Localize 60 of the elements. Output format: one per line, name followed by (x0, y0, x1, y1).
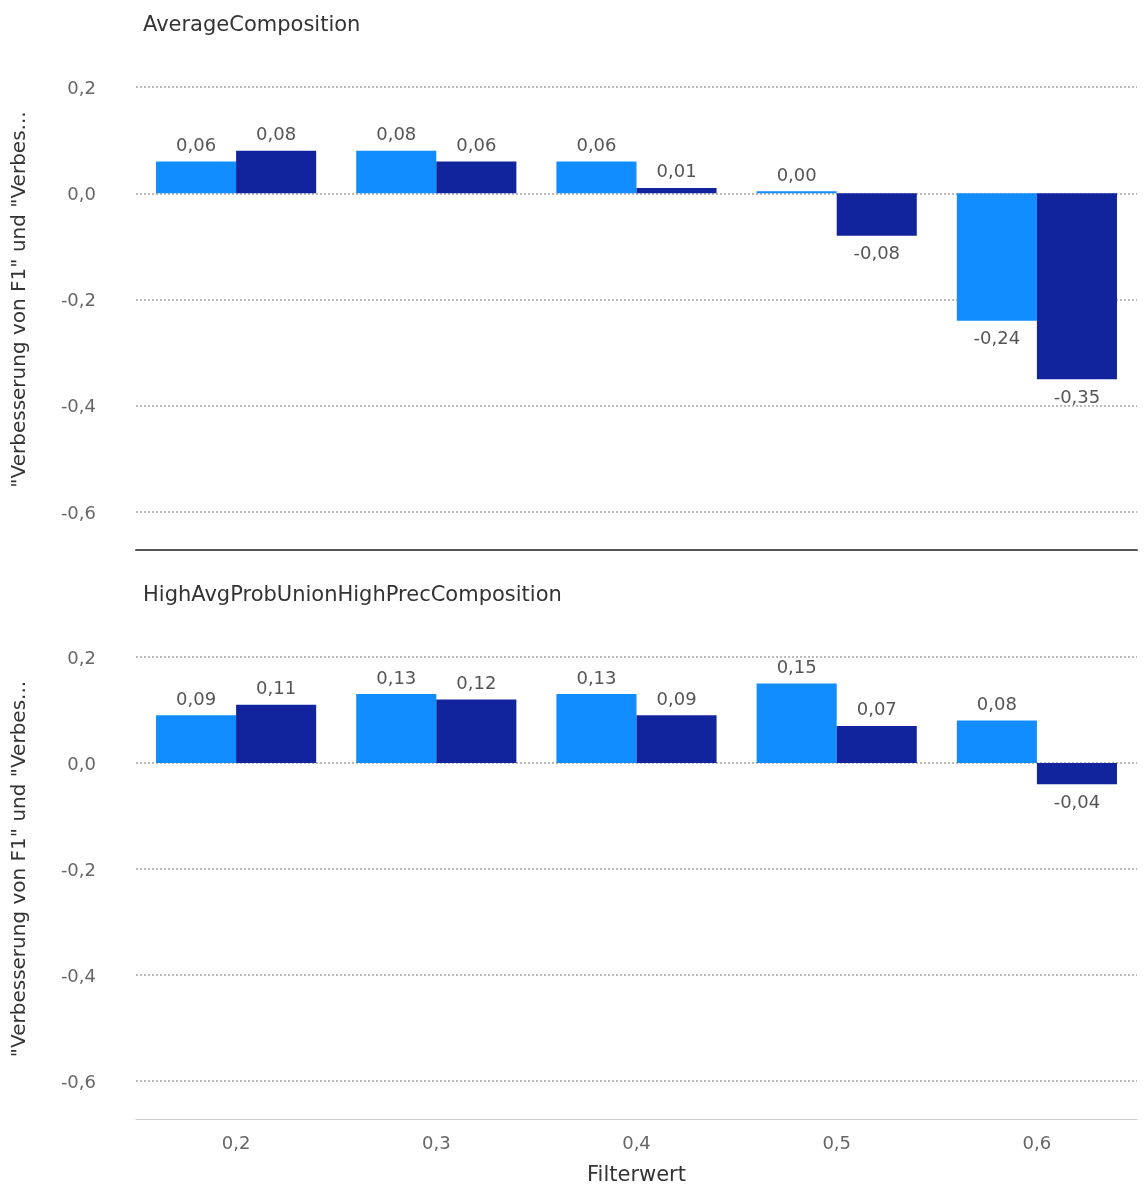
data-label: -0,08 (853, 242, 901, 264)
x-tick-label: 0,6 (1022, 1131, 1052, 1153)
data-label: 0,07 (856, 698, 897, 720)
data-label: 0,06 (576, 133, 617, 155)
bar (836, 725, 917, 763)
bar (556, 161, 637, 194)
chart-title: HighAvgProbUnionHighPrecComposition (143, 581, 562, 606)
y-tick-label: 0,0 (67, 752, 96, 774)
data-label: 0,09 (656, 687, 697, 709)
bar (956, 720, 1037, 763)
bar (436, 161, 517, 194)
data-label: 0,00 (776, 163, 817, 185)
y-tick-label: -0,2 (60, 858, 96, 880)
bar (756, 191, 837, 194)
bar (236, 150, 317, 194)
data-label: 0,11 (256, 677, 297, 699)
bar (156, 715, 237, 763)
bar (956, 193, 1037, 321)
data-label: -0,24 (973, 327, 1021, 349)
bar (436, 699, 517, 763)
data-label: 0,06 (456, 133, 497, 155)
y-tick-label: -0,4 (60, 964, 96, 986)
x-tick-label: 0,4 (622, 1131, 651, 1153)
bar (756, 683, 837, 763)
y-tick-label: -0,2 (60, 289, 96, 310)
data-label: 0,15 (776, 656, 817, 677)
y-tick-label: -0,6 (60, 1070, 96, 1092)
x-axis-title: Filterwert (587, 1161, 686, 1186)
y-tick-label: -0,4 (60, 395, 96, 417)
bar (1036, 193, 1117, 380)
bar (236, 704, 317, 763)
bar (636, 187, 717, 194)
chart-title: AverageComposition (143, 11, 361, 36)
bar (1036, 763, 1117, 785)
x-tick-label: 0,3 (421, 1131, 451, 1153)
bar (636, 715, 717, 763)
y-tick-label: 0,2 (67, 76, 96, 98)
x-tick-label: 0,5 (822, 1131, 852, 1153)
data-label: -0,04 (1053, 790, 1101, 812)
bar (556, 694, 637, 763)
y-axis-title: "Verbesserung von F1" und "Verbes... (6, 680, 30, 1058)
data-label: 0,06 (176, 133, 217, 155)
data-label: 0,13 (576, 666, 617, 688)
x-tick-label: 0,2 (221, 1131, 251, 1153)
bar (356, 694, 437, 763)
bar (156, 161, 237, 194)
data-label: 0,13 (376, 666, 417, 688)
data-label: -0,35 (1053, 385, 1101, 407)
data-label: 0,09 (176, 687, 217, 709)
data-label: 0,08 (376, 123, 417, 145)
y-tick-label: 0,2 (67, 646, 96, 668)
bar (836, 193, 917, 236)
y-axis-title: "Verbesserung von F1" und "Verbes... (6, 111, 30, 488)
bar (356, 150, 437, 194)
y-tick-label: 0,0 (67, 182, 96, 204)
data-label: 0,12 (456, 671, 497, 693)
data-label: 0,08 (976, 693, 1017, 715)
data-label: 0,01 (656, 160, 697, 182)
y-tick-label: -0,6 (60, 501, 96, 523)
data-label: 0,08 (256, 123, 297, 145)
